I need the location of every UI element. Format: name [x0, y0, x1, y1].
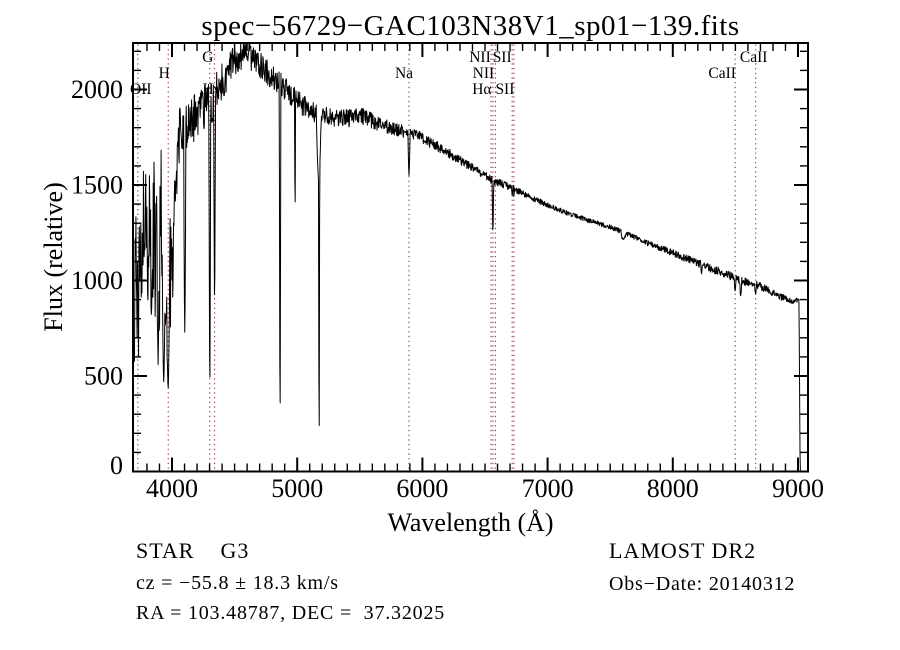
- spectral-line-label: CaII: [708, 65, 736, 82]
- cz-velocity-label: cz = −55.8 ± 18.3 km/s: [136, 572, 339, 594]
- spectral-line-label: CaII: [740, 49, 768, 66]
- spectral-line-label: G: [202, 49, 213, 66]
- spectral-line-label: SII: [493, 49, 512, 66]
- spectral-line-label: NII: [469, 49, 491, 66]
- ra-dec-label: RA = 103.48787, DEC = 37.32025: [136, 602, 446, 624]
- plot-title: spec−56729−GAC103N38V1_sp01−139.fits: [201, 10, 740, 42]
- y-tick-label: 1500: [71, 171, 123, 200]
- x-tick-label: 9000: [772, 474, 824, 503]
- spectral-line-label: Na: [395, 65, 413, 82]
- spectral-line-label: NII: [473, 65, 495, 82]
- y-tick-label: 2000: [71, 75, 123, 104]
- plot-frame: [132, 42, 809, 473]
- y-tick-label: 500: [84, 362, 123, 391]
- x-tick-label: 8000: [647, 474, 699, 503]
- obs-date-label: Obs−Date: 20140312: [609, 573, 796, 595]
- x-tick-label: 6000: [396, 474, 448, 503]
- x-tick-label: 7000: [522, 474, 574, 503]
- spectral-line-label: Hα: [472, 81, 491, 98]
- object-class-label: STAR G3: [136, 538, 250, 563]
- x-axis-title: Wavelength (Å): [387, 508, 554, 537]
- y-tick-label: 0: [110, 451, 123, 480]
- x-tick-label: 4000: [146, 474, 198, 503]
- spectrum-trace: [133, 43, 801, 471]
- spectral-line-label: H: [159, 65, 170, 82]
- spectral-line-label: SII: [495, 81, 514, 98]
- survey-label: LAMOST DR2: [609, 538, 757, 563]
- x-tick-label: 5000: [271, 474, 323, 503]
- y-tick-label: 1000: [71, 266, 123, 295]
- y-axis-title: Flux (relative): [39, 182, 68, 332]
